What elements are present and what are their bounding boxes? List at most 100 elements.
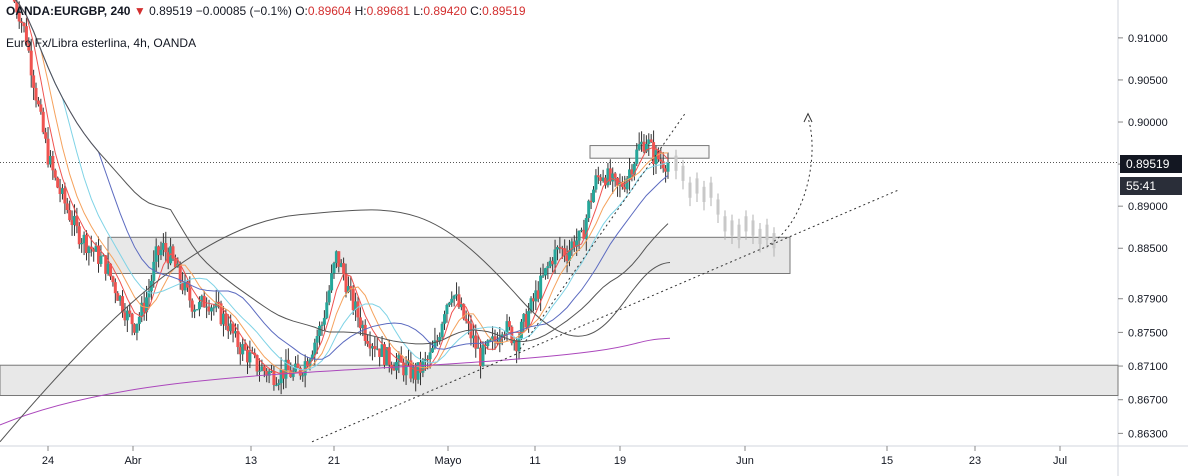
candle-body [620,182,624,187]
symbol-label[interactable]: OANDA:EURGBP, 240 [6,4,131,18]
candle-body [452,295,456,299]
y-tick-label: 0.88500 [1128,243,1168,255]
candle-body [65,203,69,211]
candle-body [582,229,586,239]
candle-body [356,301,360,318]
candle-body [248,352,252,363]
candle-body [39,104,43,112]
candle-body [109,263,113,277]
y-tick-label: 0.90000 [1128,117,1168,129]
candle-body [488,340,492,342]
candle-body [197,302,201,310]
close-label: C: [470,4,483,18]
candle-body [543,268,547,276]
candle-body [15,1,19,13]
candle-body [159,249,163,256]
candle-body [370,346,374,349]
x-tick-label: 21 [328,455,340,467]
candle-body [366,340,370,344]
projection-body [765,224,769,240]
candle-body [462,304,466,319]
candle-body [207,306,211,312]
candle-body [589,200,593,203]
candle-body [233,331,237,334]
trend-line-support [311,188,901,443]
candle-body [380,344,384,357]
candle-body [68,210,72,221]
candle-body [397,355,401,362]
x-tick-label: 13 [245,455,257,467]
candle-body [137,316,141,324]
candle-body [72,215,76,226]
candle-body [471,335,475,339]
candle-body [330,273,334,291]
candle-body [29,50,33,76]
y-tick-label: 0.87100 [1128,361,1168,373]
candle-body [524,314,528,328]
candle-body [387,347,391,365]
candle-body [346,286,350,293]
candle-body [217,301,221,304]
candle-body [630,169,634,175]
candle-body [409,360,413,379]
candle-body [12,0,16,2]
candle-body [644,143,648,152]
y-tick-label: 0.86300 [1128,428,1168,440]
candle-body [447,302,451,305]
candle-body [373,346,377,350]
candle-body [445,304,449,315]
candle-body [541,275,545,277]
candle-body [164,242,168,253]
candle-body [431,348,435,353]
close-value: 0.89519 [482,4,526,18]
ma-orange-line [14,0,669,374]
high-label: H: [354,4,367,18]
candle-body [224,313,228,326]
y-tick-label: 0.87900 [1128,294,1168,306]
x-tick-label: Jul [1053,455,1067,467]
candle-body [157,246,161,256]
candle-body [344,273,348,293]
projection-body [744,216,748,232]
candle-body [181,281,185,291]
candle-body [41,111,45,133]
candle-body [267,371,271,376]
projection-body [758,228,762,245]
candle-body [584,218,588,239]
candle-body [32,75,36,88]
x-tick-label: 19 [614,455,626,467]
candle-body [121,296,125,313]
candle-body [219,303,223,325]
candle-body [536,290,540,299]
candle-body [75,215,79,227]
candle-body [558,247,562,249]
x-tick-label: 15 [881,455,893,467]
candle-body [322,317,326,325]
candle-body [111,276,115,283]
candle-body [87,246,91,254]
candle-body [390,364,394,369]
candle-body [433,340,437,349]
candle-body [236,331,240,348]
candle-body [200,295,204,303]
candle-body [623,186,627,190]
candle-body [34,87,38,101]
candle-body [404,363,408,376]
low-value: 0.89420 [423,4,467,18]
candle-body [135,323,139,333]
candle-body [601,177,605,181]
candle-body [279,369,283,384]
candle-body [53,170,57,178]
y-tick-label: 0.87500 [1128,327,1168,339]
candle-body [406,360,410,364]
candle-body [666,162,670,172]
candle-body [306,361,310,367]
candle-body [551,260,555,265]
instrument-subtitle: Euro Fx/Libra esterlina, 4h, OANDA [6,36,197,50]
ma-envelope-line [0,209,671,443]
candle-body [596,175,600,178]
candle-body [527,311,531,328]
candle-body [188,287,192,301]
candle-body [382,344,386,365]
